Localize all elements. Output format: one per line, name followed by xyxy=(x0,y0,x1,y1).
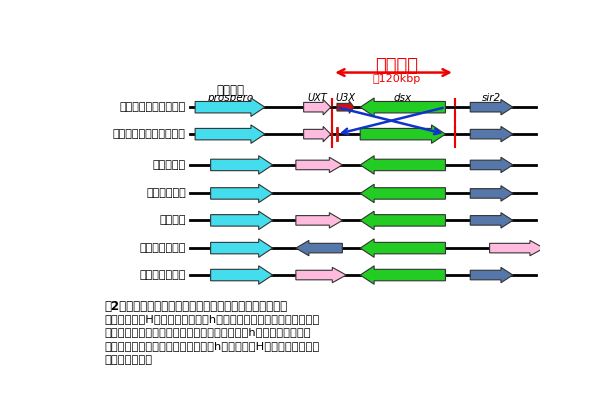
Text: タバコスズメガ: タバコスズメガ xyxy=(139,270,186,280)
Polygon shape xyxy=(470,99,513,115)
Text: dsx: dsx xyxy=(394,94,412,103)
Polygon shape xyxy=(195,98,265,117)
Text: 擬態型染色体Hと非擬態型染色体hは原因となる領域で染色体の向き: 擬態型染色体Hと非擬態型染色体hは原因となる領域で染色体の向き xyxy=(104,314,320,323)
Polygon shape xyxy=(296,240,343,256)
Text: sir2: sir2 xyxy=(482,94,501,103)
Polygon shape xyxy=(211,266,272,284)
Polygon shape xyxy=(195,125,265,143)
Text: が逆になっている。他の鱗翅目昆虫も非擬態型hとほぼ同じ遺伝子: が逆になっている。他の鱗翅目昆虫も非擬態型hとほぼ同じ遺伝子 xyxy=(104,328,311,337)
Polygon shape xyxy=(360,239,445,258)
Polygon shape xyxy=(470,126,513,142)
Polygon shape xyxy=(211,239,272,258)
Polygon shape xyxy=(296,213,343,228)
Text: 約120kbp: 約120kbp xyxy=(373,74,421,84)
Text: prospero: prospero xyxy=(207,94,253,103)
Polygon shape xyxy=(296,267,346,283)
Text: ヘリコニウス: ヘリコニウス xyxy=(146,188,186,199)
Text: UXT: UXT xyxy=(307,94,327,103)
Text: 逆位領域: 逆位領域 xyxy=(375,57,418,75)
Polygon shape xyxy=(360,125,445,143)
Polygon shape xyxy=(360,211,445,229)
Polygon shape xyxy=(337,101,354,113)
Polygon shape xyxy=(490,240,544,256)
Text: シロオビアゲハ非擬態型: シロオビアゲハ非擬態型 xyxy=(113,129,186,139)
Polygon shape xyxy=(470,267,513,283)
Text: 構造をしていることから、非擬態型hから擬態型Hの染色体が生じた: 構造をしていることから、非擬態型hから擬態型Hの染色体が生じた xyxy=(104,341,320,351)
Polygon shape xyxy=(304,126,331,142)
Polygon shape xyxy=(211,211,272,229)
Polygon shape xyxy=(470,213,513,228)
Text: シロオビアゲハ擬態型: シロオビアゲハ擬態型 xyxy=(119,102,186,112)
Polygon shape xyxy=(360,266,445,284)
Polygon shape xyxy=(360,156,445,174)
Text: 遺伝子名: 遺伝子名 xyxy=(216,84,244,97)
Text: オオカバマダラ: オオカバマダラ xyxy=(139,243,186,253)
Text: カイコガ: カイコガ xyxy=(160,215,186,225)
Polygon shape xyxy=(211,184,272,203)
Text: と推測される。: と推測される。 xyxy=(104,355,152,365)
Text: ナミアゲハ: ナミアゲハ xyxy=(152,160,186,170)
Text: 図2　擬態形質の原因となる領域（逆位領域）近傍の構造: 図2 擬態形質の原因となる領域（逆位領域）近傍の構造 xyxy=(104,300,287,313)
Polygon shape xyxy=(470,157,513,173)
Polygon shape xyxy=(360,98,445,117)
Text: U3X: U3X xyxy=(335,94,355,103)
Polygon shape xyxy=(296,157,343,173)
Polygon shape xyxy=(304,99,331,115)
Polygon shape xyxy=(211,156,272,174)
Polygon shape xyxy=(360,184,445,203)
Polygon shape xyxy=(470,186,513,201)
